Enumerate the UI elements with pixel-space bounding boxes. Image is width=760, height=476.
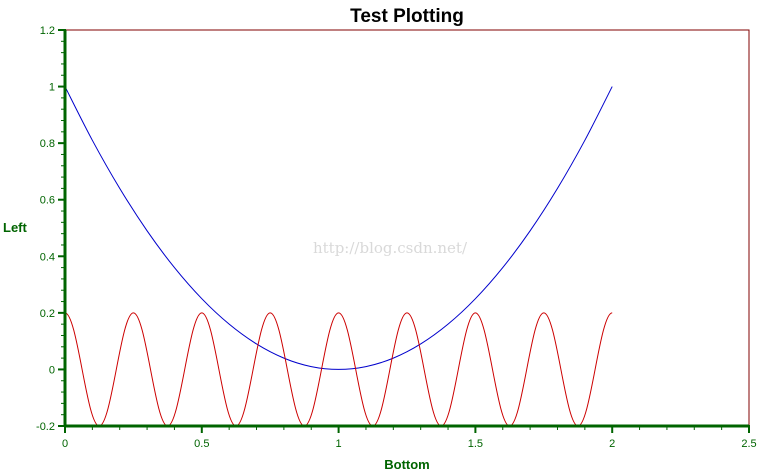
x-tick-label: 1.5: [468, 438, 483, 450]
x-tick-label: 2.5: [741, 438, 756, 450]
x-tick-label: 1: [336, 438, 342, 450]
x-axis-title: Bottom: [384, 457, 430, 472]
x-tick-label: 2: [609, 438, 615, 450]
series-0-line: [64, 86, 613, 370]
y-tick-label: 0.6: [40, 195, 55, 207]
series-layer: [64, 86, 613, 427]
chart-title: Test Plotting: [350, 6, 464, 27]
x-tick-label: 0: [62, 438, 68, 450]
axes-layer: -0.2 0 0.2 0.4 0.6 0.8 1 1.2 0 0.5 1 1.5 2 2.5: [36, 25, 757, 450]
y-tick-label: 0: [49, 364, 55, 376]
y-tick-label: 0.4: [40, 251, 55, 263]
y-tick-label: -0.2: [36, 421, 55, 433]
x-tick-label: 0.5: [194, 438, 209, 450]
series-1-line: [64, 312, 613, 427]
watermark: http://blog.csdn.net/: [313, 239, 468, 257]
y-tick-label: 1: [49, 82, 55, 94]
y-axis-title: Left: [3, 220, 28, 235]
plot-frame: [64, 29, 750, 427]
y-tick-label: 0.8: [40, 138, 55, 150]
y-tick-label: 1.2: [40, 25, 55, 37]
y-tick-label: 0.2: [40, 308, 55, 320]
